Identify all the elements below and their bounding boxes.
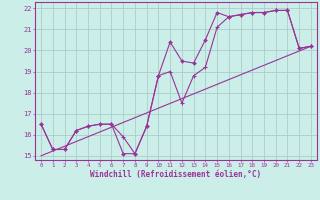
X-axis label: Windchill (Refroidissement éolien,°C): Windchill (Refroidissement éolien,°C) — [91, 170, 261, 179]
